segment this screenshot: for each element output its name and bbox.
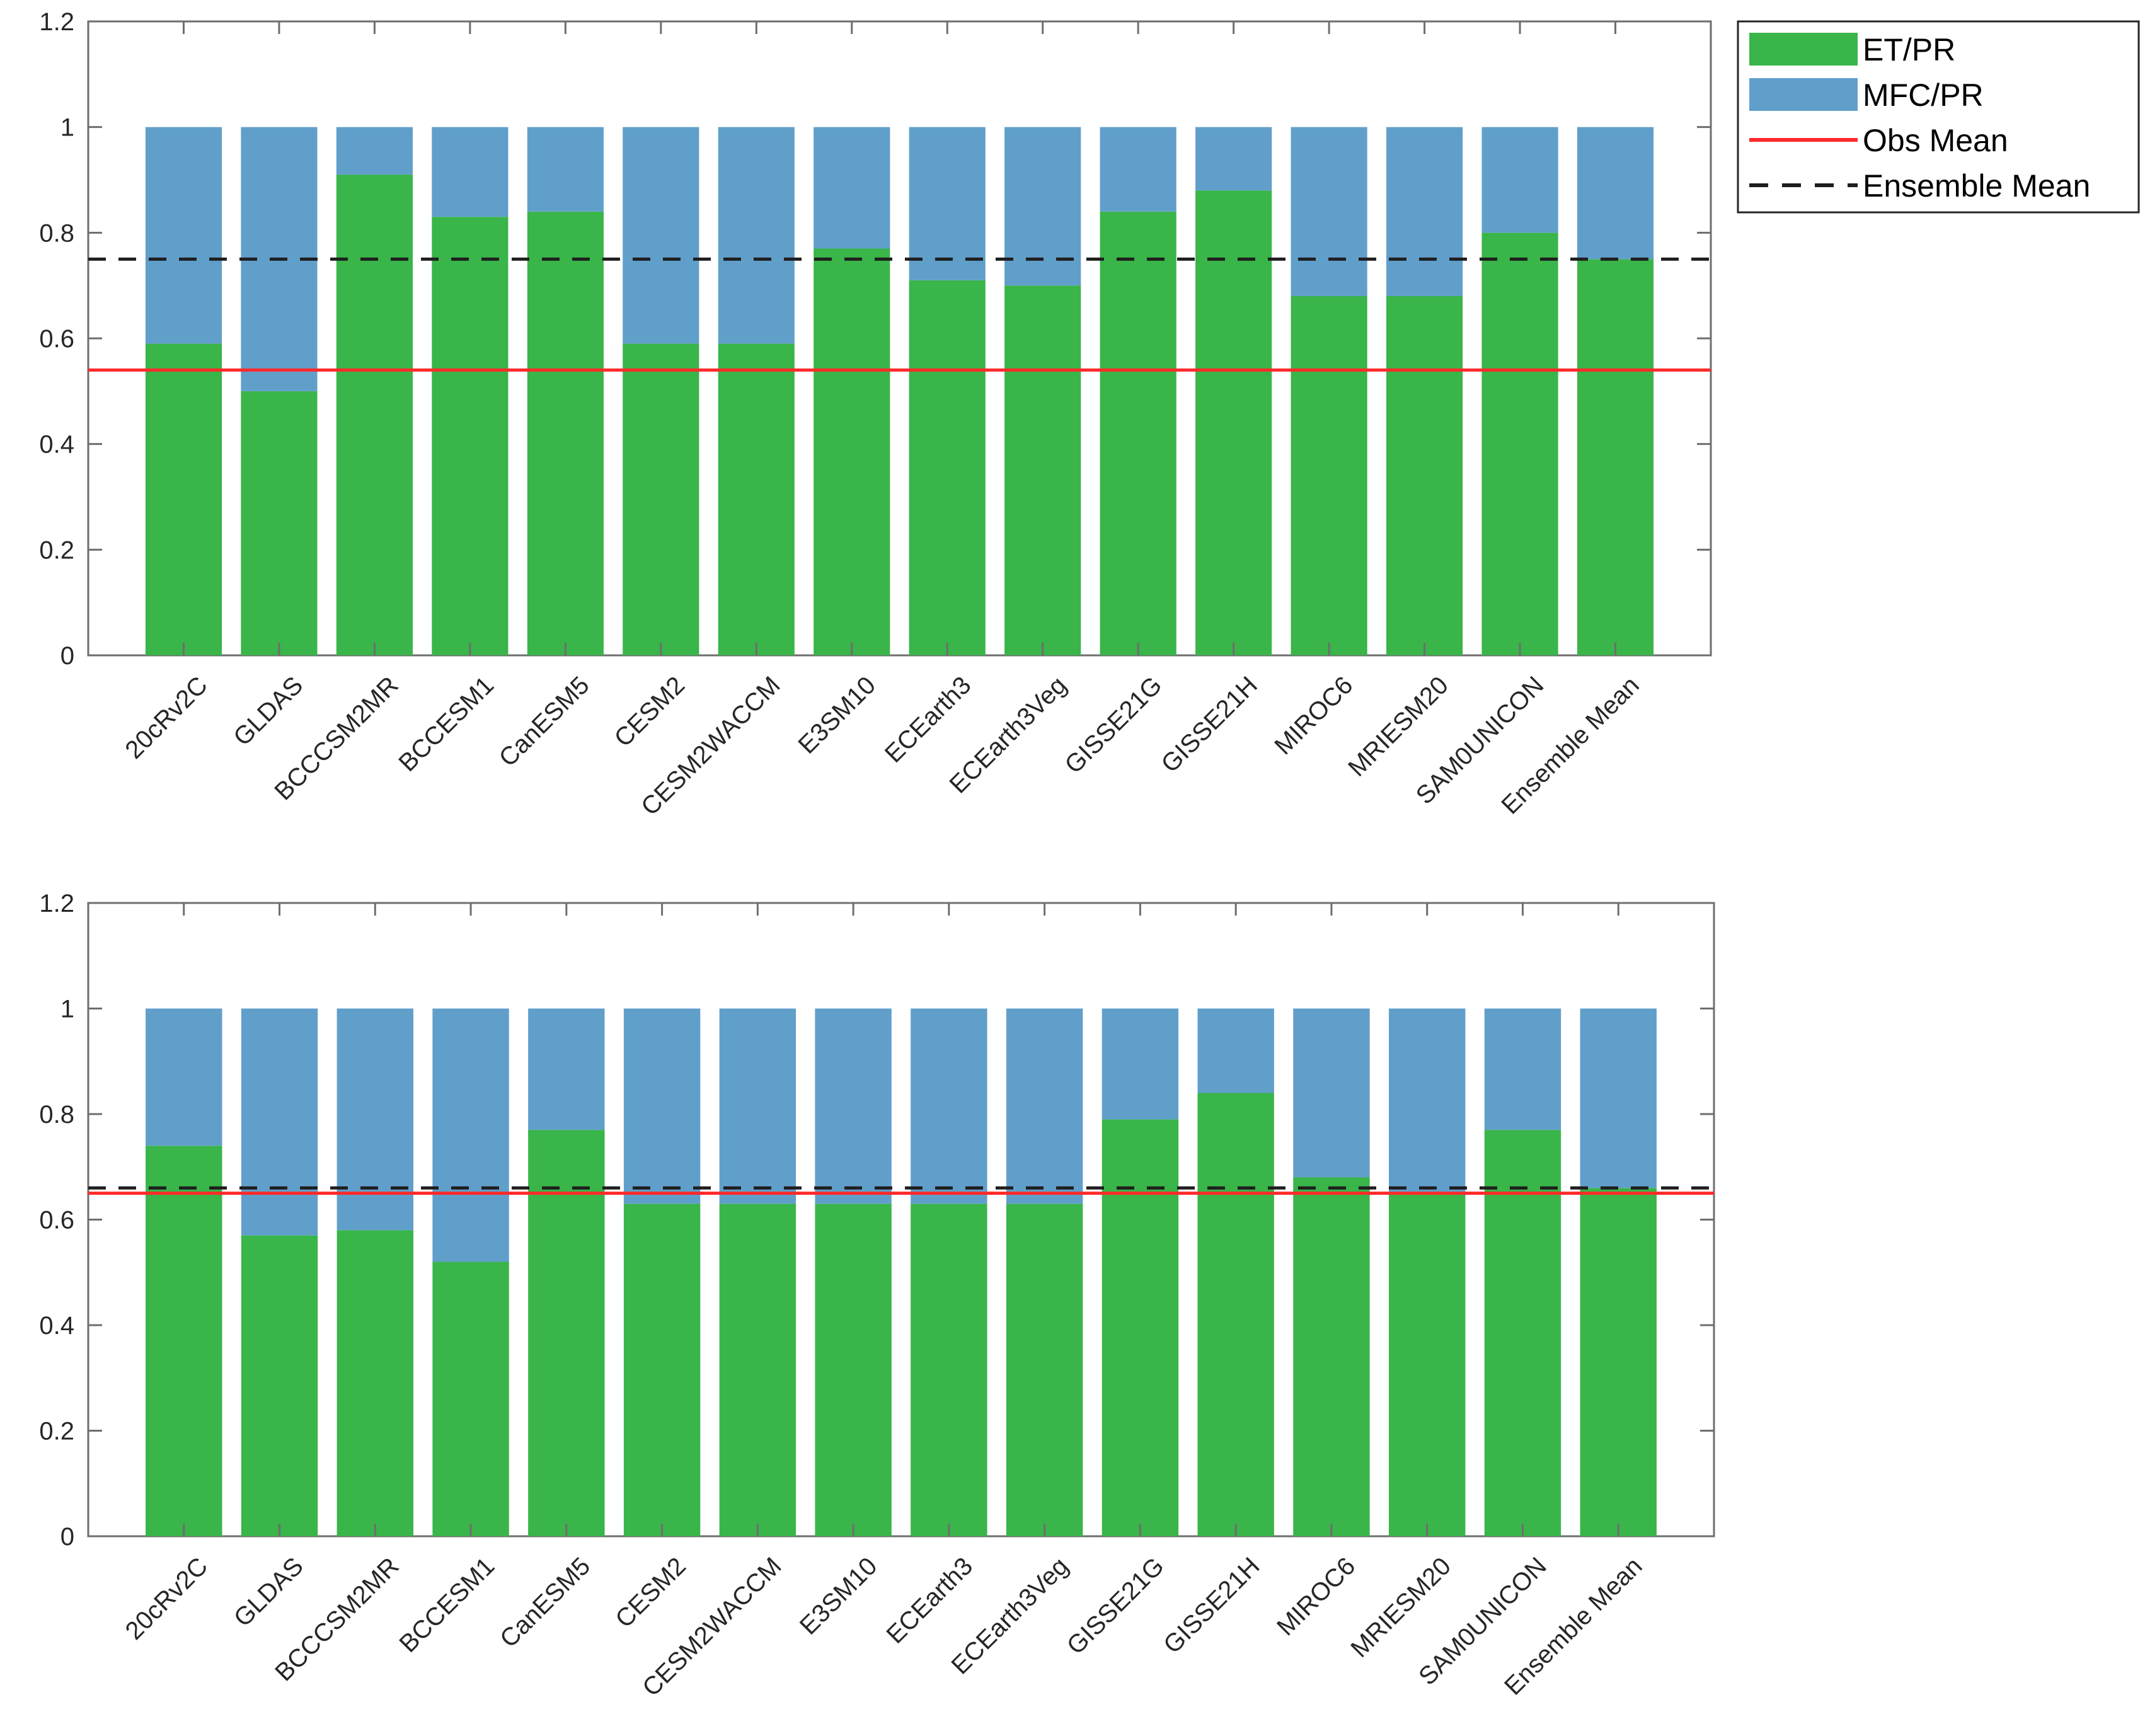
bar-et-pr [146, 1146, 222, 1536]
bar-et-pr [241, 1235, 318, 1536]
legend: ET/PR MFC/PR Obs Mean Ensemble Mean [1737, 20, 2140, 214]
bar-et-pr [1006, 1204, 1083, 1536]
bar-et-pr [719, 1204, 796, 1536]
bar-mfc-pr [909, 127, 986, 280]
bar-et-pr [1580, 1188, 1657, 1536]
bar-et-pr [718, 343, 795, 655]
bar-mfc-pr [336, 1008, 413, 1231]
y-tick-label: 0.8 [39, 1101, 74, 1129]
bar-mfc-pr [623, 127, 699, 344]
legend-label: Obs Mean [1863, 123, 2008, 158]
bar-et-pr [336, 1230, 413, 1536]
bar-mfc-pr [718, 127, 795, 344]
bar-mfc-pr [1197, 1008, 1274, 1093]
y-tick-label: 1 [60, 996, 74, 1023]
bar-mfc-pr [1100, 127, 1176, 212]
bar-mfc-pr [1293, 1008, 1370, 1178]
legend-label: Ensemble Mean [1863, 168, 2090, 204]
bar-mfc-pr [336, 127, 413, 175]
bar-et-pr [1197, 1093, 1274, 1536]
y-tick-label: 0.4 [39, 431, 74, 459]
bar-mfc-pr [432, 127, 509, 217]
bar-et-pr [1100, 211, 1176, 655]
bar-mfc-pr [814, 127, 890, 249]
y-tick-label: 0 [60, 642, 74, 670]
bar-et-pr [241, 391, 318, 655]
bar-mfc-pr [527, 127, 604, 212]
bar-mfc-pr [528, 1008, 605, 1130]
y-tick-label: 1 [60, 114, 74, 142]
bar-et-pr [527, 211, 604, 655]
y-tick-label: 0.4 [39, 1312, 74, 1340]
bar-et-pr [432, 1262, 509, 1536]
bar-mfc-pr [1291, 127, 1367, 296]
bar-mfc-pr [1195, 127, 1272, 191]
legend-label: MFC/PR [1863, 78, 1984, 113]
bar-et-pr [1004, 285, 1081, 656]
bar-et-pr [623, 1204, 701, 1536]
bar-et-pr [1293, 1177, 1370, 1536]
bar-et-pr [1577, 259, 1654, 655]
bar-et-pr [432, 217, 509, 655]
legend-label: ET/PR [1863, 32, 1955, 67]
bar-mfc-pr [432, 1008, 509, 1262]
bar-mfc-pr [911, 1008, 987, 1204]
bar-mfc-pr [146, 1008, 222, 1146]
bar-et-pr [1481, 233, 1558, 655]
bar-mfc-pr [719, 1008, 796, 1204]
bar-mfc-pr [623, 1008, 701, 1204]
y-tick-label: 0.2 [39, 536, 74, 564]
bar-et-pr [145, 343, 222, 655]
bar-et-pr [1101, 1119, 1179, 1536]
y-tick-label: 1.2 [39, 8, 74, 36]
bar-mfc-pr [1386, 127, 1463, 296]
y-tick-label: 0.8 [39, 219, 74, 247]
bar-et-pr [336, 175, 413, 655]
bar-mfc-pr [815, 1008, 892, 1204]
bar-mfc-pr [1580, 1008, 1657, 1188]
bar-et-pr [1291, 296, 1367, 655]
bar-et-pr [814, 248, 890, 655]
bar-mfc-pr [1101, 1008, 1179, 1120]
bar-et-pr [911, 1204, 987, 1536]
y-tick-label: 0.6 [39, 325, 74, 353]
bar-mfc-pr [1006, 1008, 1083, 1204]
legend-swatch [1749, 78, 1858, 111]
bar-mfc-pr [1481, 127, 1558, 233]
bar-mfc-pr [145, 127, 222, 344]
bar-mfc-pr [241, 1008, 318, 1236]
bar-mfc-pr [1484, 1008, 1561, 1130]
bar-et-pr [1195, 190, 1272, 655]
bar-mfc-pr [1389, 1008, 1466, 1193]
bar-et-pr [1484, 1130, 1561, 1536]
y-tick-label: 0.6 [39, 1207, 74, 1234]
bar-mfc-pr [1004, 127, 1081, 286]
bar-et-pr [909, 280, 986, 655]
y-tick-label: 1.2 [39, 890, 74, 917]
y-tick-label: 0.2 [39, 1418, 74, 1446]
y-tick-label: 0 [60, 1523, 74, 1551]
bar-et-pr [623, 343, 699, 655]
bar-et-pr [528, 1130, 605, 1536]
bar-et-pr [1389, 1193, 1466, 1536]
legend-swatch [1749, 33, 1858, 66]
bar-et-pr [1386, 296, 1463, 655]
bar-mfc-pr [1577, 127, 1654, 260]
bar-et-pr [815, 1204, 892, 1536]
